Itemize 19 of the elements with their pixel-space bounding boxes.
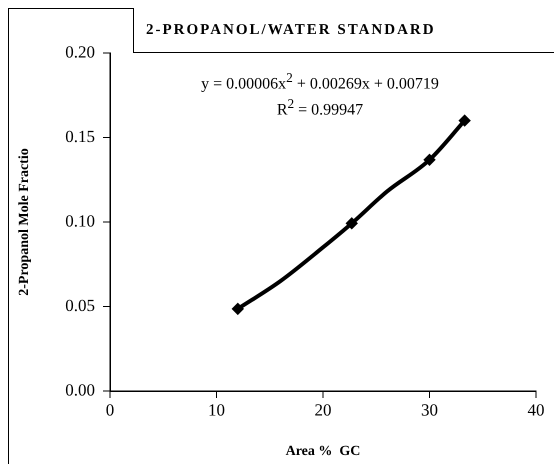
x-tick-label: 40 xyxy=(528,400,544,420)
x-tick-label: 30 xyxy=(421,400,438,420)
annotation: R$^{2}$ = 0.99947 xyxy=(276,96,364,120)
annotation: y = 0.00006x$^{2}$ + 0.00269x + 0.00719 xyxy=(201,70,439,94)
x-tick-label: 20 xyxy=(314,400,332,420)
x-tick-label: 0 xyxy=(106,400,114,420)
chart-title: 2-PROPANOL/WATER STANDARD xyxy=(133,8,554,53)
y-tick-label: 0.20 xyxy=(65,42,95,62)
point xyxy=(458,114,471,127)
y-axis-title: 2-Propanol Mole Fractio xyxy=(17,148,32,296)
y-tick-label: 0.00 xyxy=(65,380,95,400)
y-tick-label: 0.10 xyxy=(65,211,95,230)
point xyxy=(424,154,436,166)
x-tick-label: 10 xyxy=(208,400,225,420)
y-tick-label: 0.05 xyxy=(65,296,95,315)
x-axis-title: Area % GC xyxy=(286,444,360,460)
y-tick-label: 0.15 xyxy=(65,126,95,146)
point xyxy=(346,217,358,230)
point xyxy=(232,302,244,315)
